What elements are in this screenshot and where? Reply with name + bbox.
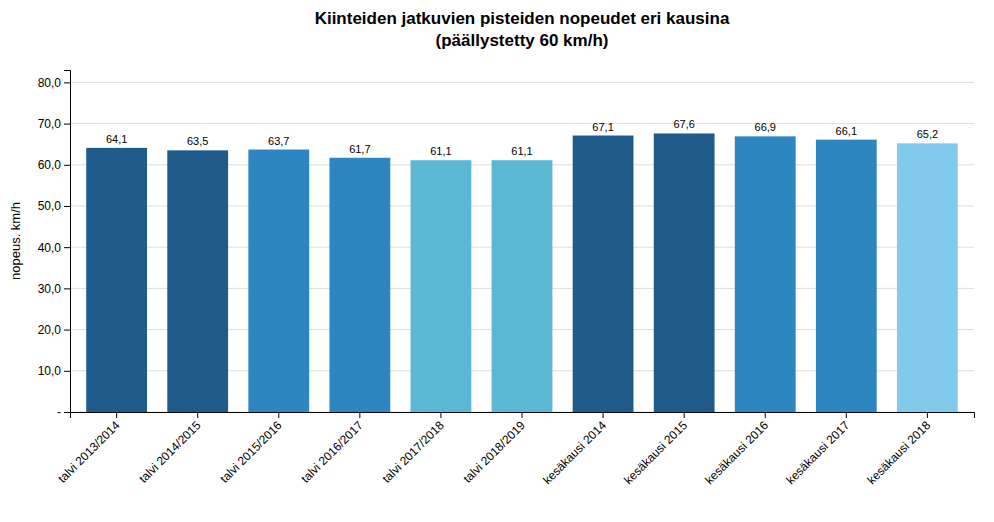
y-tick-mark bbox=[64, 247, 70, 248]
bar bbox=[329, 158, 390, 412]
data-label: 67,1 bbox=[592, 121, 613, 133]
y-axis-line bbox=[64, 71, 71, 413]
bar bbox=[411, 160, 472, 412]
data-label: 61,7 bbox=[349, 143, 370, 155]
x-tick: kesäkausi 2018 bbox=[864, 412, 933, 487]
title: Kiinteiden jatkuvien pisteiden nopeudet … bbox=[315, 9, 730, 50]
x-tick: kesäkausi 2017 bbox=[783, 412, 852, 487]
x-tick-mark bbox=[440, 412, 441, 418]
bar bbox=[248, 150, 309, 412]
y-tick: - bbox=[57, 405, 70, 419]
bar bbox=[654, 133, 715, 412]
title-line: (päällystetty 60 km/h) bbox=[436, 31, 609, 50]
y-tick: 70,0 bbox=[38, 117, 70, 131]
y-tick: 80,0 bbox=[38, 76, 70, 90]
y-tick-mark bbox=[64, 412, 70, 413]
data-label: 61,1 bbox=[430, 145, 451, 157]
x-tick: kesäkausi 2014 bbox=[540, 412, 609, 487]
y-tick-label: 40,0 bbox=[38, 241, 62, 255]
x-axis: talvi 2013/2014talvi 2014/2015talvi 2015… bbox=[55, 412, 974, 487]
bar bbox=[573, 136, 634, 412]
y-tick-label: 60,0 bbox=[38, 158, 62, 172]
x-tick-mark bbox=[684, 412, 685, 418]
x-tick-label: kesäkausi 2016 bbox=[702, 418, 771, 487]
grid-line bbox=[70, 82, 974, 83]
y-tick: 60,0 bbox=[38, 158, 70, 172]
x-tick: talvi 2018/2019 bbox=[460, 412, 528, 486]
x-tick: talvi 2017/2018 bbox=[379, 412, 447, 486]
bars bbox=[86, 133, 958, 412]
y-tick-label: 10,0 bbox=[38, 364, 62, 378]
data-label: 65,2 bbox=[917, 128, 938, 140]
data-label: 63,7 bbox=[268, 135, 289, 147]
x-tick-label: talvi 2013/2014 bbox=[55, 418, 123, 486]
y-tick-mark bbox=[64, 330, 70, 331]
x-tick-mark bbox=[278, 412, 279, 418]
x-tick-mark bbox=[197, 412, 198, 418]
x-axis-line bbox=[71, 413, 975, 419]
data-labels: 64,1 63,5 63,7 61,7 61,1 61,1 67,1 67,6 66,9 66,1… bbox=[106, 118, 938, 157]
data-label: 61,1 bbox=[511, 145, 532, 157]
bar bbox=[167, 150, 228, 412]
y-tick-label: 80,0 bbox=[38, 76, 62, 90]
x-tick-mark bbox=[927, 412, 928, 418]
y-tick-mark bbox=[64, 371, 70, 372]
x-tick-mark bbox=[522, 412, 523, 418]
bar bbox=[492, 160, 553, 412]
data-label: 66,9 bbox=[755, 121, 776, 133]
y-axis-title: nopeus. km/h bbox=[8, 202, 23, 280]
x-tick-label: talvi 2016/2017 bbox=[298, 418, 366, 486]
bar bbox=[86, 148, 147, 412]
x-tick-label: kesäkausi 2018 bbox=[864, 418, 933, 487]
y-tick: 30,0 bbox=[38, 282, 70, 296]
x-tick: talvi 2014/2015 bbox=[136, 412, 204, 486]
x-tick: talvi 2016/2017 bbox=[298, 412, 366, 486]
x-tick-label: talvi 2018/2019 bbox=[460, 418, 528, 486]
y-tick-mark bbox=[64, 124, 70, 125]
y-tick-mark bbox=[64, 165, 70, 166]
y-tick-mark bbox=[64, 288, 70, 289]
title-line: Kiinteiden jatkuvien pisteiden nopeudet … bbox=[315, 9, 730, 28]
y-tick-mark bbox=[64, 82, 70, 83]
x-tick: kesäkausi 2015 bbox=[621, 412, 690, 487]
y-tick: 10,0 bbox=[38, 364, 70, 378]
x-tick-mark bbox=[359, 412, 360, 418]
x-tick-label: talvi 2014/2015 bbox=[136, 418, 204, 486]
chart: 64,1 63,5 63,7 61,7 61,1 61,1 67,1 67,6 66,9 66,1… bbox=[0, 0, 994, 522]
y-tick: 20,0 bbox=[38, 323, 70, 337]
x-tick-mark bbox=[846, 412, 847, 418]
bar bbox=[897, 143, 958, 412]
x-tick-label: kesäkausi 2017 bbox=[783, 418, 852, 487]
y-tick: 40,0 bbox=[38, 241, 70, 255]
x-tick: kesäkausi 2016 bbox=[702, 412, 771, 487]
data-label: 67,6 bbox=[673, 118, 694, 130]
y-tick-mark bbox=[64, 206, 70, 207]
x-tick-label: kesäkausi 2015 bbox=[621, 418, 690, 487]
bar bbox=[816, 140, 877, 412]
y-tick-label: 20,0 bbox=[38, 323, 62, 337]
x-tick-mark bbox=[603, 412, 604, 418]
plot: 64,1 63,5 63,7 61,7 61,1 61,1 67,1 67,6 66,9 66,1… bbox=[38, 71, 975, 488]
x-tick-mark bbox=[116, 412, 117, 418]
data-label: 64,1 bbox=[106, 133, 127, 145]
x-tick-label: talvi 2017/2018 bbox=[379, 418, 447, 486]
y-tick-label: 70,0 bbox=[38, 117, 62, 131]
x-tick-label: talvi 2015/2016 bbox=[217, 418, 285, 486]
data-label: 66,1 bbox=[836, 125, 857, 137]
y-tick-label: - bbox=[57, 405, 61, 419]
y-tick-label: 50,0 bbox=[38, 199, 62, 213]
x-tick-label: kesäkausi 2014 bbox=[540, 418, 609, 487]
y-tick-label: 30,0 bbox=[38, 282, 62, 296]
grid bbox=[70, 82, 974, 412]
x-tick: talvi 2013/2014 bbox=[55, 412, 123, 486]
x-tick: talvi 2015/2016 bbox=[217, 412, 285, 486]
data-label: 63,5 bbox=[187, 135, 208, 147]
y-axis: - 10,0 20,0 30,0 40,0 50,0 60,0 70,0 80,0 bbox=[38, 71, 71, 420]
bar bbox=[735, 136, 796, 412]
y-tick: 50,0 bbox=[38, 199, 70, 213]
x-tick-mark bbox=[765, 412, 766, 418]
